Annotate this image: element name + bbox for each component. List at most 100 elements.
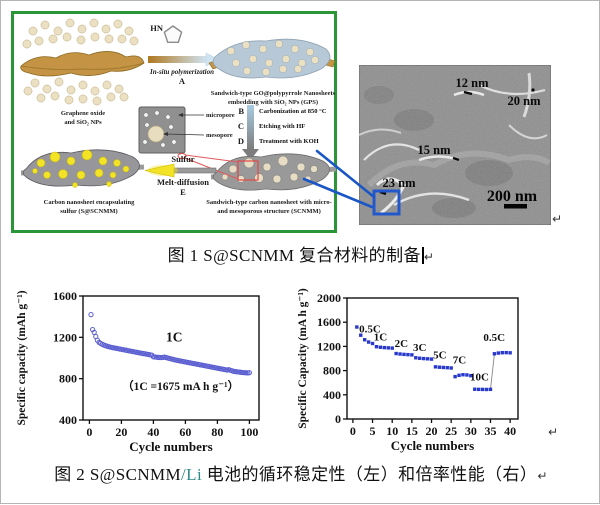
scnmm-label-line2: and mesoporous structure (SCNMM) — [217, 208, 321, 215]
y-tick-label: 1600 — [53, 289, 77, 303]
sem-label-23nm: 23 nm — [383, 176, 417, 190]
s-scnmm-label-line2: sulfur (S@SCNMM) — [60, 208, 117, 215]
particle — [305, 47, 315, 57]
particle — [109, 171, 117, 179]
mesopore — [147, 125, 165, 143]
particle — [264, 58, 274, 68]
figure-synthesis-schematic: Graphene oxide and SiO₂ NPs HN In-situ p… — [11, 11, 337, 233]
sem-scale-bar — [504, 204, 527, 209]
particle — [49, 151, 61, 163]
particle — [98, 156, 108, 166]
melt-diffusion-label: Melt-diffusion — [157, 177, 209, 187]
data-point — [370, 341, 375, 346]
particle — [261, 67, 271, 77]
x-tick-label: 60 — [179, 425, 191, 439]
rate-label: 7C — [453, 354, 467, 366]
x-tick-label: 40 — [147, 425, 159, 439]
arrow-a-letter: A — [179, 76, 186, 86]
data-point — [496, 351, 501, 355]
carbonization-arrow — [247, 105, 254, 149]
data-point — [410, 353, 414, 357]
rate-label: 5C — [433, 350, 447, 362]
scnmm-label-line1: Sandwich-type carbon nanosheet with micr… — [206, 199, 332, 206]
micropore-label: micropore — [206, 112, 235, 119]
particle — [106, 181, 112, 187]
particle — [144, 122, 150, 128]
particle — [62, 32, 72, 42]
particle — [22, 39, 32, 49]
data-point — [378, 345, 383, 349]
y-tick-label: 800 — [59, 372, 77, 386]
particle — [165, 114, 171, 120]
data-point — [504, 350, 508, 355]
particle — [104, 34, 114, 44]
paragraph-mark-icon: ↵ — [552, 212, 563, 226]
data-point — [473, 387, 477, 391]
chart-annotation: 1C — [166, 329, 183, 344]
rate-label: 1C — [374, 331, 388, 343]
s-scnmm-label-line1: Carbon nanosheet encapsulating — [44, 199, 135, 206]
data-point — [480, 387, 485, 392]
arrow-a-label: In-situ polymerization — [149, 68, 214, 76]
data-point — [246, 370, 252, 376]
sulfur-label: Sulfur — [171, 154, 194, 164]
particle — [34, 36, 44, 46]
particle — [160, 142, 166, 148]
arrow-e-letter: E — [180, 187, 186, 197]
figure2-caption-li: /Li — [181, 465, 203, 484]
data-point — [492, 352, 497, 356]
pyrrole-ring-icon — [163, 25, 183, 43]
data-point — [421, 356, 426, 361]
particle — [119, 92, 129, 102]
x-tick-label: 40 — [504, 424, 516, 438]
particle — [254, 173, 264, 183]
data-point — [508, 351, 512, 355]
y-tick-label: 1600 — [317, 315, 341, 329]
particle — [54, 77, 64, 87]
rate-label: 10C — [470, 371, 489, 383]
gps-sio2-nanoparticles — [226, 39, 320, 77]
data-point — [476, 387, 481, 392]
particle — [106, 92, 116, 102]
particle — [101, 24, 111, 34]
particle — [42, 84, 52, 94]
y-tick-label: 800 — [323, 364, 341, 378]
chart-cycling-stability: 0 20 40 60 80 100 400 800 1200 1600 Cycle numbers S… — [16, 289, 260, 454]
rate-label: 2C — [395, 338, 409, 350]
gps-label-line1: Sandwich-type GO@polypyrrole Nanosheets — [211, 90, 336, 97]
figure2-caption-prefix: 图 2 S@SCNMM — [54, 465, 182, 484]
particle — [76, 35, 86, 45]
melt-diffusion-shaft — [173, 167, 217, 174]
particle — [89, 18, 99, 28]
particle — [310, 55, 320, 65]
particle — [296, 162, 306, 172]
particle — [117, 34, 127, 44]
data-point — [457, 373, 461, 378]
sio2-nanoparticles — [22, 18, 139, 106]
data-point — [366, 340, 371, 344]
data-point — [359, 333, 363, 337]
data-point — [500, 350, 504, 355]
rate-label: 0.5C — [359, 323, 381, 335]
x-tick-label: 100 — [240, 425, 258, 439]
data-point — [386, 346, 390, 350]
go-label-line1: Graphene oxide — [61, 110, 105, 117]
particle — [36, 158, 46, 168]
y-tick-label: 1200 — [53, 330, 77, 344]
particle — [277, 155, 289, 167]
mesopore-label: mesopore — [206, 132, 233, 139]
data-point — [445, 365, 449, 370]
data-point — [418, 356, 422, 360]
particle — [28, 26, 38, 36]
particle — [124, 26, 134, 36]
particle — [64, 95, 74, 105]
particle — [274, 39, 284, 49]
sulfur-arrow — [144, 163, 175, 178]
particle — [66, 156, 76, 166]
paragraph-mark-icon: ↵ — [548, 425, 559, 439]
data-point — [461, 373, 465, 377]
chart-annotation: （1C =1675 mA h g⁻¹） — [122, 379, 239, 393]
text-cursor — [421, 247, 424, 264]
rate-label: 3C — [413, 342, 427, 354]
